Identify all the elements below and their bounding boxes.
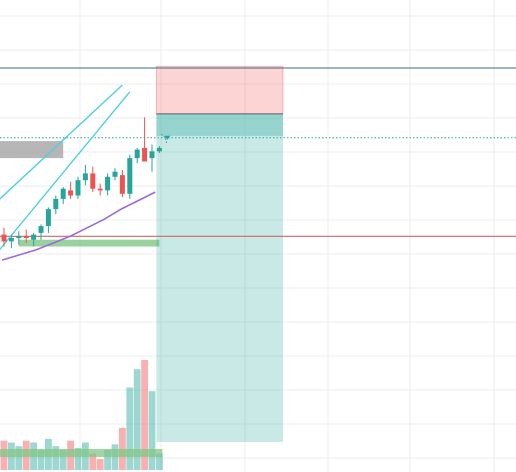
volume-bar [96, 459, 104, 470]
candle-body [156, 147, 162, 152]
candle-body [119, 175, 125, 194]
entry-marker-curve [161, 133, 167, 144]
volume-bar [37, 449, 45, 470]
volume-bar [74, 448, 82, 470]
volume-bar [141, 360, 148, 470]
zones [0, 65, 284, 443]
moving-average-line [1, 191, 156, 261]
volume-bar [104, 449, 111, 470]
volume-zone-green [0, 449, 163, 457]
volume-bar [52, 446, 60, 470]
volume-bar [126, 387, 134, 470]
candle-body [149, 151, 155, 159]
trend-line-2 [0, 91, 131, 251]
levels [0, 67, 516, 237]
candles [1, 117, 162, 249]
candle-body [90, 173, 96, 189]
trend-channel [0, 84, 131, 251]
candle-body [38, 226, 44, 233]
volume-bar [59, 449, 67, 470]
volume-bars [0, 360, 163, 470]
candle-body [1, 234, 7, 242]
candle-body [112, 171, 118, 177]
volume-bar [156, 453, 163, 470]
candle-body [68, 190, 74, 196]
candle-body [105, 176, 111, 191]
entry-marker [161, 133, 171, 144]
volume-bar [148, 391, 156, 470]
volume-bar [133, 369, 141, 470]
zone-stop [156, 66, 283, 114]
zone-green [18, 239, 160, 247]
candle-body [142, 147, 148, 162]
volume-bar [119, 427, 126, 470]
candle-body [31, 234, 37, 240]
candle-body [8, 238, 14, 242]
volume-bar [89, 453, 97, 470]
moving-average [1, 191, 156, 261]
candle-body [23, 236, 29, 238]
volume-bar [111, 444, 119, 470]
candle-body [75, 180, 81, 196]
candle-body [127, 158, 133, 194]
zone-target [156, 113, 283, 443]
zone-target-band [156, 113, 283, 136]
entry-marker-arrow [164, 135, 171, 140]
candle-body [82, 173, 88, 181]
candle-body [97, 188, 103, 191]
candle-body [45, 209, 51, 227]
candle-body [16, 236, 22, 238]
trend-line-1 [0, 84, 123, 200]
candle-body [134, 149, 140, 159]
candle-body [53, 198, 59, 210]
volume-bar [15, 446, 23, 470]
candle-body [60, 188, 66, 199]
